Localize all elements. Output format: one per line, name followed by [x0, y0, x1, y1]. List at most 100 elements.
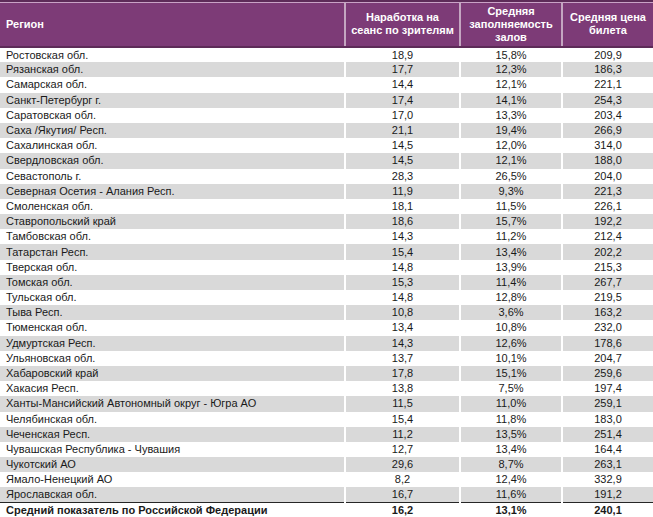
- region-cell: Хакасия Респ.: [0, 381, 345, 396]
- value-cell: 12,8%: [460, 290, 562, 305]
- table-row: Ханты-Мансийский Автономный округ - Югра…: [0, 396, 653, 411]
- table-row: Ямало-Ненецкий АО8,212,4%332,9: [0, 472, 653, 487]
- table-row: Тамбовская обл.14,311,2%212,4: [0, 229, 653, 244]
- value-cell: 11,8%: [460, 412, 562, 427]
- value-cell: 232,0: [562, 320, 653, 335]
- region-cell: Ростовская обл.: [0, 47, 345, 62]
- value-cell: 28,3: [345, 169, 460, 184]
- value-cell: 11,5: [345, 396, 460, 411]
- value-cell: 10,8: [345, 305, 460, 320]
- value-cell: 221,3: [562, 184, 653, 199]
- value-cell: 163,2: [562, 305, 653, 320]
- value-cell: 18,6: [345, 214, 460, 229]
- column-header-occupancy: Средняя заполняемость залов: [460, 1, 562, 47]
- value-cell: 332,9: [562, 472, 653, 487]
- value-cell: 11,0%: [460, 396, 562, 411]
- value-cell: 219,5: [562, 290, 653, 305]
- column-header-region: Регион: [0, 1, 345, 47]
- region-cell: Свердловская обл.: [0, 153, 345, 168]
- table-row: Чукотский АО29,68,7%263,1: [0, 457, 653, 472]
- region-cell: Ульяновская обл.: [0, 351, 345, 366]
- value-cell: 15,3: [345, 275, 460, 290]
- region-cell: Хабаровский край: [0, 366, 345, 381]
- value-cell: 12,7: [345, 442, 460, 457]
- value-cell: 14,5: [345, 153, 460, 168]
- region-cell: Смоленская обл.: [0, 199, 345, 214]
- value-cell: 212,4: [562, 229, 653, 244]
- value-cell: 12,3%: [460, 62, 562, 77]
- region-cell: Тамбовская обл.: [0, 229, 345, 244]
- value-cell: 14,1%: [460, 93, 562, 108]
- region-cell: Севастополь г.: [0, 169, 345, 184]
- region-cell: Ханты-Мансийский Автономный округ - Югра…: [0, 396, 345, 411]
- value-cell: 11,4%: [460, 275, 562, 290]
- value-cell: 12,1%: [460, 77, 562, 92]
- value-cell: 8,7%: [460, 457, 562, 472]
- value-cell: 13,9%: [460, 260, 562, 275]
- value-cell: 14,8: [345, 260, 460, 275]
- value-cell: 16,2: [345, 503, 460, 517]
- value-cell: 15,4: [345, 412, 460, 427]
- region-cell: Чукотский АО: [0, 457, 345, 472]
- value-cell: 17,0: [345, 108, 460, 123]
- value-cell: 15,4: [345, 244, 460, 259]
- table-row: Смоленская обл.18,111,5%226,1: [0, 199, 653, 214]
- value-cell: 188,0: [562, 153, 653, 168]
- value-cell: 15,1%: [460, 366, 562, 381]
- region-cell: Ярославская обл.: [0, 487, 345, 502]
- region-cell: Северная Осетия - Алания Респ.: [0, 184, 345, 199]
- value-cell: 263,1: [562, 457, 653, 472]
- region-cell: Удмуртская Респ.: [0, 336, 345, 351]
- value-cell: 17,8: [345, 366, 460, 381]
- table-row: Саратовская обл.17,013,3%203,4: [0, 108, 653, 123]
- value-cell: 11,6%: [460, 487, 562, 502]
- value-cell: 17,4: [345, 93, 460, 108]
- table-row: Свердловская обл.14,512,1%188,0: [0, 153, 653, 168]
- value-cell: 202,2: [562, 244, 653, 259]
- column-header-sessions: Наработка на сеанс по зрителям: [345, 1, 460, 47]
- value-cell: 13,7: [345, 351, 460, 366]
- table-row: Чувашская Республика - Чувашия12,713,4%1…: [0, 442, 653, 457]
- value-cell: 164,4: [562, 442, 653, 457]
- region-cell: Томская обл.: [0, 275, 345, 290]
- table-row: Самарская обл.14,412,1%221,1: [0, 77, 653, 92]
- value-cell: 191,2: [562, 487, 653, 502]
- value-cell: 12,1%: [460, 153, 562, 168]
- region-cell: Самарская обл.: [0, 77, 345, 92]
- region-cell: Сахалинская обл.: [0, 138, 345, 153]
- regions-stats-table: Регион Наработка на сеанс по зрителям Ср…: [0, 0, 653, 517]
- table-row: Хабаровский край17,815,1%259,6: [0, 366, 653, 381]
- column-header-price: Средняя цена билета: [562, 1, 653, 47]
- region-cell: Саха /Якутия/ Респ.: [0, 123, 345, 138]
- value-cell: 19,4%: [460, 123, 562, 138]
- value-cell: 13,4%: [460, 442, 562, 457]
- region-cell: Чеченская Респ.: [0, 427, 345, 442]
- value-cell: 14,8: [345, 290, 460, 305]
- value-cell: 221,1: [562, 77, 653, 92]
- value-cell: 18,1: [345, 199, 460, 214]
- value-cell: 192,2: [562, 214, 653, 229]
- header-row: Регион Наработка на сеанс по зрителям Ср…: [0, 1, 653, 47]
- value-cell: 178,6: [562, 336, 653, 351]
- table-row: Томская обл.15,311,4%267,7: [0, 275, 653, 290]
- value-cell: 13,1%: [460, 503, 562, 517]
- value-cell: 259,1: [562, 396, 653, 411]
- table-row: Ульяновская обл.13,710,1%204,7: [0, 351, 653, 366]
- value-cell: 240,1: [562, 503, 653, 517]
- value-cell: 14,3: [345, 336, 460, 351]
- table-header: Регион Наработка на сеанс по зрителям Ср…: [0, 1, 653, 47]
- value-cell: 215,3: [562, 260, 653, 275]
- value-cell: 13,4%: [460, 244, 562, 259]
- table-row: Ставропольский край18,615,7%192,2: [0, 214, 653, 229]
- value-cell: 12,4%: [460, 472, 562, 487]
- value-cell: 8,2: [345, 472, 460, 487]
- table-row: Тульская обл.14,812,8%219,5: [0, 290, 653, 305]
- value-cell: 314,0: [562, 138, 653, 153]
- table-row: Тыва Респ.10,83,6%163,2: [0, 305, 653, 320]
- table-row: Хакасия Респ.13,87,5%197,4: [0, 381, 653, 396]
- table-row: Сахалинская обл.14,512,0%314,0: [0, 138, 653, 153]
- value-cell: 26,5%: [460, 169, 562, 184]
- value-cell: 186,3: [562, 62, 653, 77]
- region-cell: Чувашская Республика - Чувашия: [0, 442, 345, 457]
- table-row: Санкт-Петербург г.17,414,1%254,3: [0, 93, 653, 108]
